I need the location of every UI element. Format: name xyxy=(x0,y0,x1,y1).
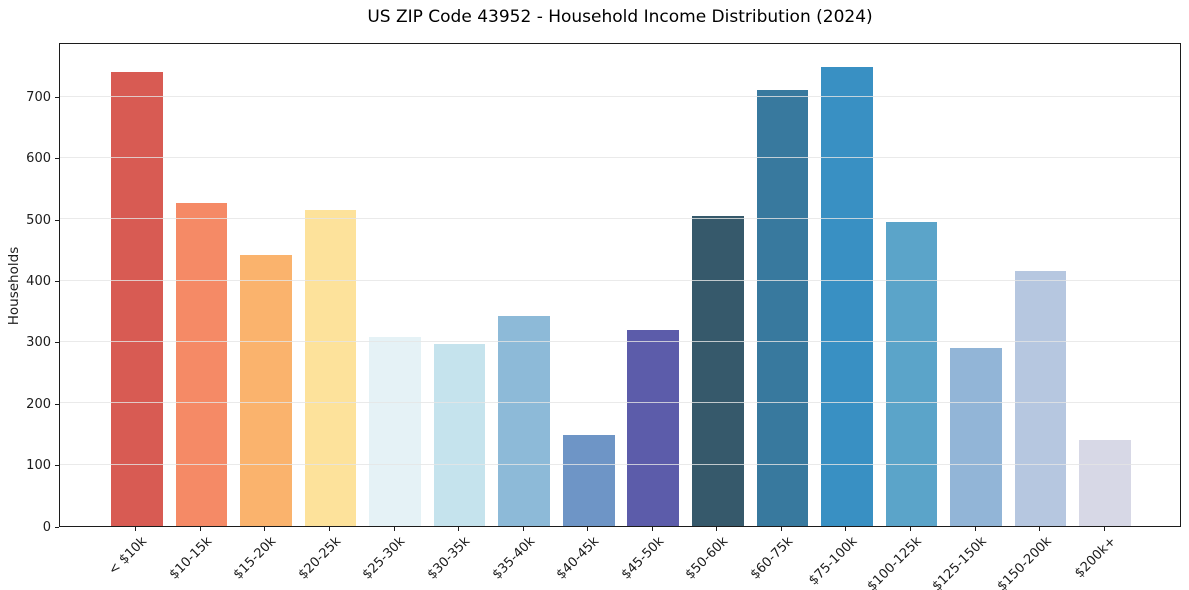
x-tick-label-10: $60-75k xyxy=(747,534,797,583)
x-tick-label-9: $50-60k xyxy=(682,534,732,583)
x-tick-label-1: $10-15k xyxy=(166,534,215,583)
y-tick-label-300: 300 xyxy=(26,335,51,351)
x-tick-mark-10 xyxy=(780,527,782,531)
x-tick-mark-4 xyxy=(393,527,395,531)
x-tick-label-0: < $10k xyxy=(106,534,151,579)
bar-35-40k xyxy=(498,316,550,526)
x-tick-mark-13 xyxy=(974,527,976,531)
bar-125-150k xyxy=(950,348,1002,526)
x-tick-label-4: $25-30k xyxy=(360,534,409,583)
bar-60-75k xyxy=(756,90,809,526)
y-tick-mark-200 xyxy=(55,403,59,405)
gridline-y-700 xyxy=(60,95,1180,97)
gridline-y-400 xyxy=(60,279,1180,281)
x-tick-label-8: $45-50k xyxy=(618,534,667,583)
x-tick-mark-8 xyxy=(651,527,653,531)
x-tick-label-12: $100-125k xyxy=(864,534,926,590)
y-tick-label-400: 400 xyxy=(26,274,51,290)
y-tick-label-100: 100 xyxy=(26,458,51,474)
y-tick-mark-600 xyxy=(55,158,59,160)
plot-area xyxy=(59,43,1181,527)
bar-10k xyxy=(111,72,163,526)
bar-40-45k xyxy=(562,435,615,526)
x-tick-mark-6 xyxy=(522,527,524,531)
y-tick-label-500: 500 xyxy=(26,212,51,228)
x-tick-mark-2 xyxy=(264,527,266,531)
y-tick-label-700: 700 xyxy=(26,90,51,106)
x-tick-label-13: $125-150k xyxy=(929,534,990,590)
x-tick-label-11: $75-100k xyxy=(806,534,861,589)
bar-200k xyxy=(1079,440,1131,526)
x-tick-mark-5 xyxy=(458,527,460,531)
y-tick-mark-300 xyxy=(55,342,59,344)
x-tick-label-15: $200k+ xyxy=(1071,534,1119,582)
bar-45-50k xyxy=(627,330,680,526)
y-tick-label-600: 600 xyxy=(26,151,51,167)
x-tick-mark-9 xyxy=(716,527,718,531)
y-tick-label-200: 200 xyxy=(26,396,51,412)
gridline-y-600 xyxy=(60,156,1180,158)
y-tick-mark-700 xyxy=(55,97,59,99)
x-tick-mark-14 xyxy=(1039,527,1041,531)
chart-title: US ZIP Code 43952 - Household Income Dis… xyxy=(367,7,873,27)
gridline-y-500 xyxy=(60,218,1180,220)
x-tick-mark-11 xyxy=(845,527,847,531)
x-tick-label-14: $150-200k xyxy=(994,534,1055,590)
y-tick-mark-400 xyxy=(55,281,59,283)
x-tick-mark-12 xyxy=(910,527,912,531)
bar-100-125k xyxy=(885,221,938,526)
x-tick-mark-3 xyxy=(328,527,330,531)
bar-10-15k xyxy=(175,202,228,526)
x-tick-label-2: $15-20k xyxy=(231,534,280,583)
bar-25-30k xyxy=(369,337,421,526)
bar-50-60k xyxy=(692,216,744,526)
x-tick-mark-1 xyxy=(199,527,201,531)
y-tick-label-0: 0 xyxy=(42,519,51,535)
x-tick-mark-0 xyxy=(135,527,137,531)
bar-20-25k xyxy=(304,210,357,526)
x-tick-label-6: $35-40k xyxy=(489,534,538,583)
x-tick-mark-15 xyxy=(1103,527,1105,531)
y-tick-mark-0 xyxy=(55,526,59,528)
x-tick-label-7: $40-45k xyxy=(553,534,603,583)
bar-15-20k xyxy=(240,255,292,526)
y-tick-mark-100 xyxy=(55,465,59,467)
bar-30-35k xyxy=(433,343,486,526)
y-tick-mark-500 xyxy=(55,219,59,221)
gridline-y-100 xyxy=(60,463,1180,465)
bar-75-100k xyxy=(821,67,873,526)
bar-150-200k xyxy=(1014,270,1067,526)
gridline-y-200 xyxy=(60,402,1180,404)
x-tick-label-3: $20-25k xyxy=(295,534,345,583)
x-tick-mark-7 xyxy=(587,527,589,531)
gridline-y-300 xyxy=(60,340,1180,342)
x-tick-label-5: $30-35k xyxy=(424,534,474,583)
